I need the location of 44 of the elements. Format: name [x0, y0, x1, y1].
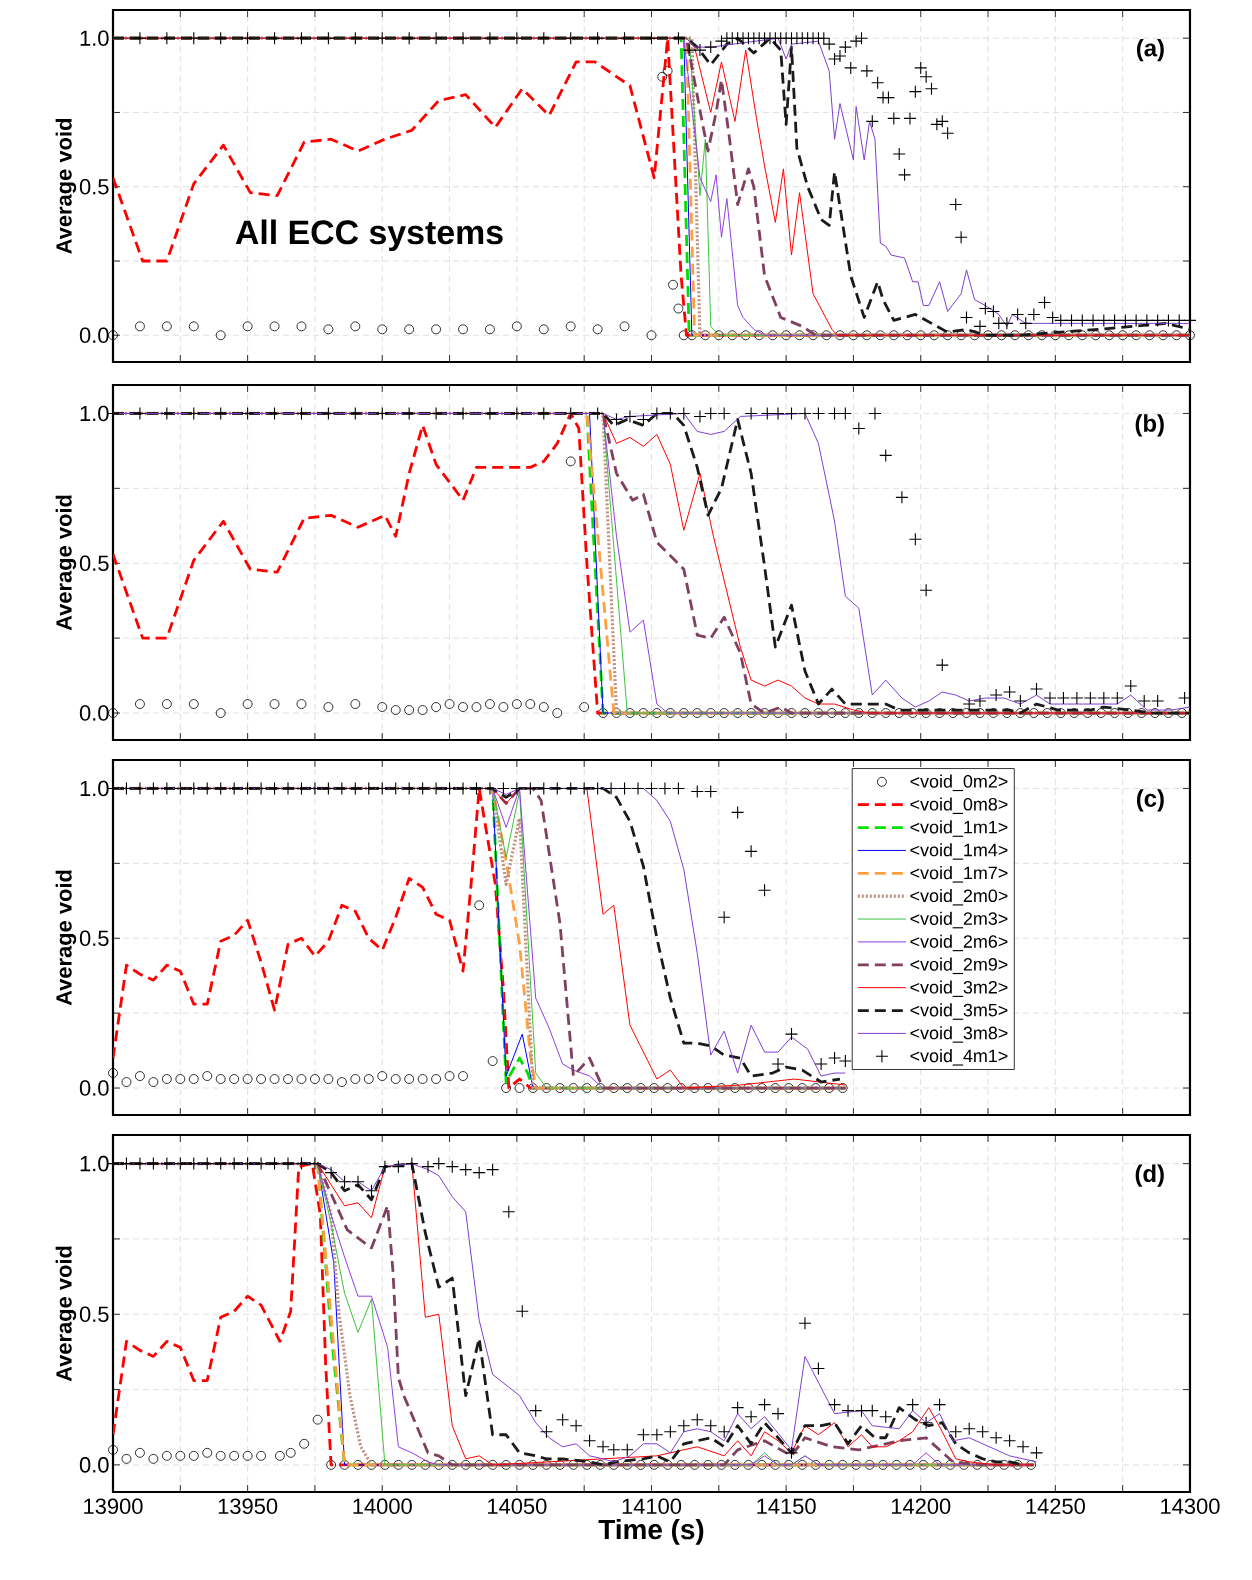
x-tick-label: 13900 — [84, 1498, 143, 1515]
annotation: All ECC systems — [235, 219, 503, 252]
legend-label: <void_1m4> — [910, 843, 1008, 860]
legend-label: <void_0m8> — [910, 797, 1008, 814]
legend-label: <void_4m1> — [910, 1049, 1008, 1066]
y-tick-label: 0.5 — [79, 930, 109, 946]
y-axis-title: Average void — [55, 119, 77, 254]
x-tick-label: 14150 — [757, 1498, 816, 1515]
y-tick-label: 1.0 — [80, 1155, 109, 1172]
annotation: (c) — [1136, 789, 1164, 812]
y-tick-label: 0.0 — [79, 1457, 109, 1473]
legend-label: <void_3m2> — [910, 980, 1008, 997]
legend-label: <void_2m6> — [910, 934, 1008, 952]
y-tick-label: 1.0 — [80, 780, 109, 797]
x-tick-label: 14100 — [622, 1498, 682, 1515]
y-tick-label: 0.5 — [79, 555, 109, 571]
y-tick-label: 0.5 — [79, 178, 109, 195]
legend-label: <void_2m9> — [910, 957, 1008, 975]
x-tick-label: 14300 — [1161, 1498, 1220, 1515]
legend-label: <void_1m7> — [910, 866, 1008, 883]
legend-label: <void_3m8> — [910, 1026, 1008, 1043]
y-axis-title: Average void — [55, 1246, 77, 1382]
legend-label: <void_0m2> — [910, 774, 1008, 792]
x-tick-label: 14200 — [891, 1498, 951, 1515]
y-tick-label: 0.5 — [79, 1306, 109, 1323]
legend-label: <void_1m1> — [910, 820, 1008, 837]
x-tick-label: 14250 — [1026, 1498, 1085, 1515]
y-axis-title: Average void — [55, 870, 77, 1006]
x-axis-title: Time (s) — [598, 1518, 704, 1545]
y-tick-label: 0.0 — [79, 327, 109, 344]
x-tick-label: 14050 — [488, 1498, 547, 1515]
legend-label: <void_2m0> — [910, 888, 1008, 906]
x-tick-label: 14000 — [353, 1498, 412, 1515]
legend-label: <void_2m3> — [910, 911, 1008, 929]
y-tick-label: 1.0 — [80, 30, 109, 46]
y-tick-label: 0.0 — [79, 1080, 109, 1096]
legend-label: <void_3m5> — [910, 1003, 1008, 1020]
y-axis-title: Average void — [55, 495, 77, 631]
annotation: (a) — [1136, 38, 1164, 62]
y-tick-label: 0.0 — [79, 705, 109, 721]
x-tick-label: 13950 — [218, 1498, 278, 1515]
y-tick-label: 1.0 — [80, 405, 109, 422]
annotation: (b) — [1135, 414, 1164, 437]
annotation: (d) — [1135, 1164, 1164, 1187]
